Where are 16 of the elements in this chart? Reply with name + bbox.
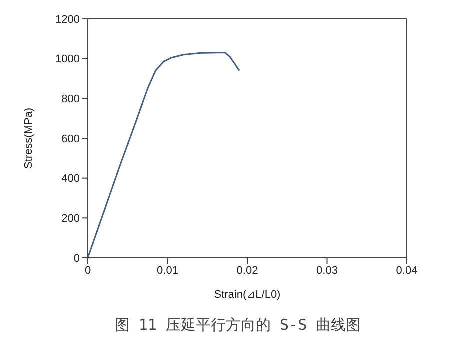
y-tick-label: 800	[62, 94, 80, 106]
x-axis-title: Strain(⊿L/L0)	[214, 289, 281, 301]
x-tick-label: 0.03	[316, 264, 338, 277]
y-tick-label: 1000	[56, 54, 80, 66]
x-tick-label: 0.01	[157, 264, 178, 277]
y-tick-label: 0	[74, 252, 80, 265]
x-tick-label: 0.02	[236, 264, 258, 277]
y-tick-label: 200	[62, 213, 80, 226]
x-tick-label: 0.04	[396, 264, 418, 277]
y-tick-label: 400	[62, 173, 80, 186]
x-tick-label: 0	[84, 264, 92, 277]
line-series	[88, 52, 240, 258]
y-axis-title: Stress(MPa)	[22, 108, 35, 170]
caption: 图 11 压延平行方向的 S-S 曲线图	[114, 316, 362, 335]
y-tick-label: 600	[62, 133, 80, 146]
y-tick-label: 1200	[56, 14, 80, 26]
